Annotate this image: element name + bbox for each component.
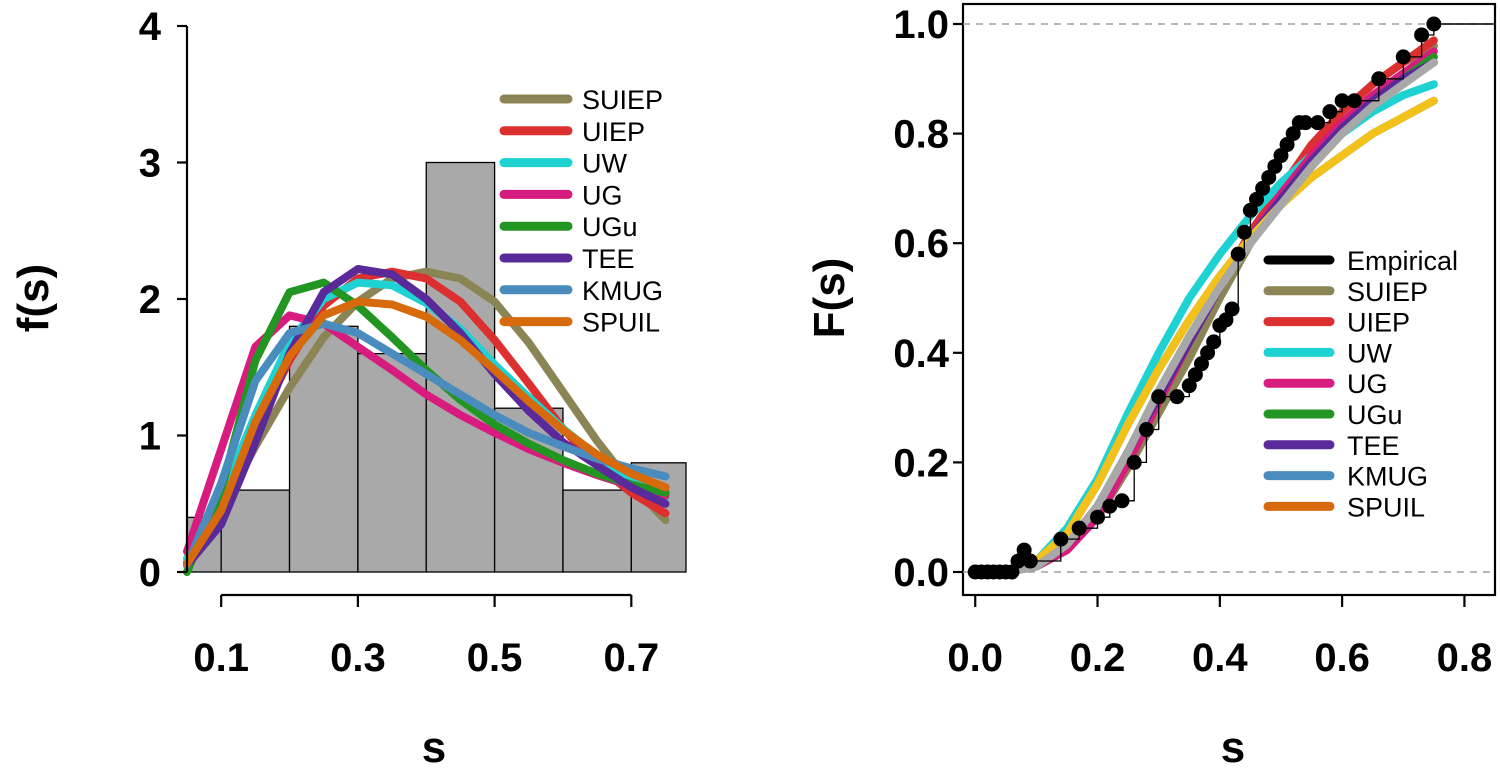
legend-label: TEE	[1347, 431, 1400, 461]
empirical-point	[1261, 169, 1277, 185]
empirical-point	[1285, 126, 1301, 142]
empirical-point	[1187, 367, 1203, 383]
empirical-point	[1279, 137, 1295, 153]
cdf-x-tick-label: 0.0	[947, 636, 1003, 680]
empirical-point	[1090, 509, 1106, 525]
density-x-tick-label: 0.3	[330, 636, 386, 680]
empirical-point	[1010, 553, 1026, 569]
legend-label: TEE	[582, 244, 635, 274]
legend-label: KMUG	[1347, 462, 1428, 492]
density-y-tick-label: 0	[139, 551, 161, 595]
density-y-tick-label: 4	[139, 5, 162, 49]
cdf-plot-box	[961, 2, 1497, 597]
density-x-tick-label: 0.5	[467, 636, 523, 680]
density-x-tick-label: 0.7	[604, 636, 660, 680]
legend-label: UIEP	[1347, 308, 1410, 338]
cdf-y-tick-label: 0.8	[893, 113, 949, 157]
cdf-y-tick-label: 0.2	[893, 441, 949, 485]
empirical-point	[1206, 334, 1222, 350]
empirical-point	[1242, 202, 1258, 218]
density-curve	[183, 297, 670, 568]
cdf-y-tick-label: 1.0	[893, 3, 949, 47]
empirical-point	[1193, 356, 1209, 372]
cdf-curve	[971, 58, 1438, 576]
density-curve	[183, 319, 670, 570]
empirical-point	[1169, 389, 1185, 405]
empirical-point	[1218, 312, 1234, 328]
density-curve	[183, 267, 670, 568]
cdf-curve	[971, 96, 1438, 576]
legend-label: UGu	[1347, 400, 1403, 430]
cdf-x-tick-label: 0.6	[1314, 636, 1370, 680]
legend-label: UG	[1347, 369, 1388, 399]
density-x-axis-title: s	[422, 723, 446, 769]
empirical-point	[1310, 115, 1326, 131]
cdf-plot-frame	[961, 2, 1497, 597]
legend-label: UW	[582, 149, 627, 179]
empirical-point	[1371, 71, 1387, 87]
legend-label: SPUIL	[582, 308, 660, 338]
cdf-y-tick-label: 0.4	[893, 332, 949, 376]
histogram-bar	[562, 489, 632, 573]
empirical-point	[1071, 520, 1087, 536]
empirical-point	[1126, 454, 1142, 470]
cdf-axes: 0.0 0.2 0.4 0.6 0.8 1.0 0.0 0.2 0.4 0.6 0.8	[893, 3, 1492, 680]
cdf-panel: 0.0 0.2 0.4 0.6 0.8 1.0 0.0 0.2 0.4 0.6 0.8 F(s) s…	[805, 2, 1497, 769]
empirical-point	[1273, 148, 1289, 164]
empirical-point	[1255, 180, 1271, 196]
cdf-y-tick-label: 0.6	[893, 222, 949, 266]
density-curves	[183, 265, 670, 576]
cdf-y-tick-label: 0.0	[893, 551, 949, 595]
legend-label: UIEP	[582, 117, 645, 147]
empirical-point	[1224, 301, 1240, 317]
histogram-bar	[288, 325, 359, 573]
empirical-point	[1334, 93, 1350, 109]
density-y-tick-label: 1	[139, 415, 161, 459]
cdf-x-axis-title: s	[1221, 723, 1245, 769]
empirical-point	[1267, 158, 1283, 174]
empirical-point	[1022, 553, 1038, 569]
empirical-point	[1200, 345, 1216, 361]
empirical-point	[1004, 564, 1020, 580]
legend-label: KMUG	[582, 276, 663, 306]
empirical-point	[1297, 115, 1313, 131]
empirical-point	[1236, 224, 1252, 240]
density-panel: 0 1 2 3 4 0.1 0.3 0.5 0.7 f(s) s SUIEPUIEPUWUGUG…	[9, 5, 687, 769]
legend-label: SPUIL	[1347, 492, 1425, 522]
density-y-axis-title: f(s)	[9, 264, 58, 332]
empirical-point	[1151, 389, 1167, 405]
density-axes: 0 1 2 3 4 0.1 0.3 0.5 0.7	[139, 5, 659, 680]
empirical-point	[1102, 498, 1118, 514]
empirical-point	[1138, 422, 1154, 438]
cdf-curves	[971, 36, 1438, 576]
density-y-tick-label: 3	[139, 142, 161, 186]
cdf-x-tick-label: 0.8	[1437, 636, 1493, 680]
histogram-bar	[425, 161, 496, 573]
legend-label: SUIEP	[582, 85, 663, 115]
cdf-x-tick-label: 0.2	[1070, 636, 1126, 680]
empirical-point	[1249, 191, 1265, 207]
cdf-y-axis-title: F(s)	[805, 258, 854, 339]
empirical-point	[1346, 93, 1362, 109]
legend-label: UG	[582, 180, 623, 210]
legend-label: UW	[1347, 338, 1392, 368]
density-y-tick-label: 2	[139, 278, 161, 322]
legend-label: SUIEP	[1347, 277, 1428, 307]
empirical-point	[1414, 27, 1430, 43]
empirical-point	[1053, 531, 1069, 547]
empirical-point	[1395, 49, 1411, 65]
density-x-tick-label: 0.1	[193, 636, 249, 680]
legend-label: Empirical	[1347, 246, 1458, 276]
empirical-cdf	[967, 16, 1495, 580]
empirical-point	[1322, 104, 1338, 120]
empirical-point	[1230, 246, 1246, 262]
cdf-x-tick-label: 0.4	[1192, 636, 1248, 680]
empirical-point	[1181, 378, 1197, 394]
empirical-point	[1114, 493, 1130, 509]
legend-label: UGu	[582, 212, 638, 242]
empirical-point	[1016, 542, 1032, 558]
